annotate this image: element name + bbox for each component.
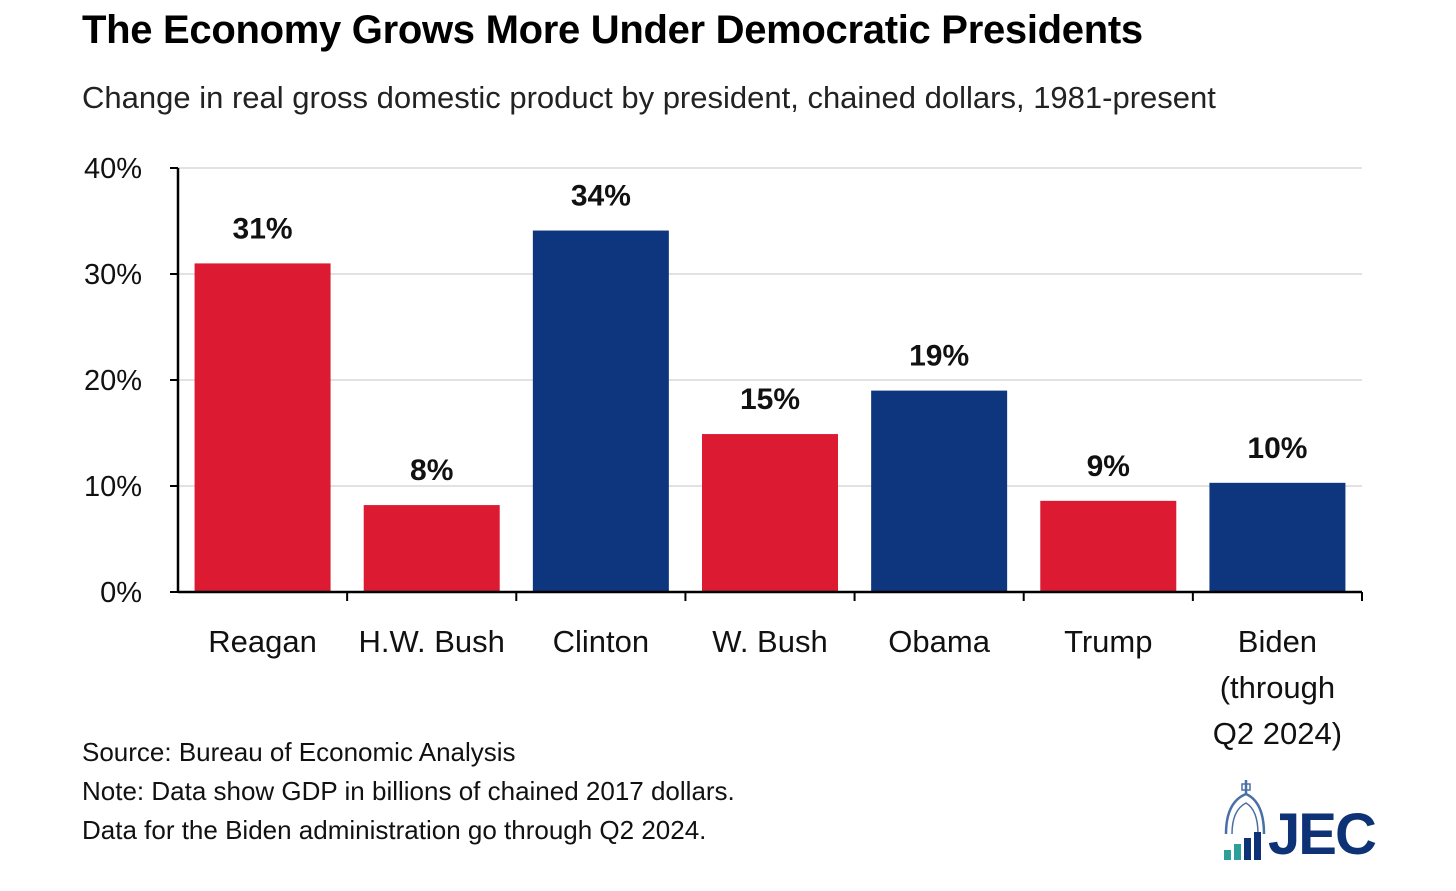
x-tick-label: Clinton bbox=[553, 624, 650, 659]
x-tick-label: Obama bbox=[888, 624, 990, 659]
data-label: 10% bbox=[1247, 432, 1307, 465]
x-tick-label: (through bbox=[1220, 670, 1335, 705]
chart-notes: Source: Bureau of Economic Analysis Note… bbox=[82, 733, 735, 850]
x-tick-label: Reagan bbox=[208, 624, 317, 659]
bar bbox=[871, 390, 1008, 592]
bar bbox=[702, 434, 838, 592]
y-tick-label: 40% bbox=[84, 153, 142, 185]
bar bbox=[1040, 500, 1177, 592]
data-note: Note: Data show GDP in billions of chain… bbox=[82, 776, 735, 806]
data-label: 34% bbox=[571, 180, 631, 213]
source-note: Source: Bureau of Economic Analysis bbox=[82, 737, 516, 767]
x-tick-label: Trump bbox=[1064, 624, 1152, 659]
y-tick-label: 20% bbox=[84, 365, 142, 397]
data-label: 9% bbox=[1087, 450, 1130, 483]
biden-data-note: Data for the Biden administration go thr… bbox=[82, 815, 707, 845]
x-tick-label: Q2 2024) bbox=[1213, 716, 1342, 751]
bar bbox=[194, 263, 331, 592]
bar bbox=[363, 505, 500, 592]
x-tick-label: H.W. Bush bbox=[358, 624, 504, 659]
data-label: 15% bbox=[740, 383, 800, 416]
jec-logo: JEC bbox=[1220, 776, 1385, 868]
data-label: 19% bbox=[909, 340, 969, 373]
data-label: 8% bbox=[410, 454, 453, 487]
y-tick-label: 30% bbox=[84, 259, 142, 291]
data-label: 31% bbox=[233, 212, 293, 245]
jec-logo-text: JEC bbox=[1268, 802, 1377, 867]
chart-subtitle: Change in real gross domestic product by… bbox=[82, 80, 1216, 115]
bar bbox=[1209, 482, 1346, 592]
capitol-dome-bar-icon bbox=[1224, 780, 1266, 860]
x-tick-label: W. Bush bbox=[712, 624, 827, 659]
y-tick-label: 0% bbox=[100, 577, 142, 609]
bar bbox=[532, 230, 669, 593]
y-tick-label: 10% bbox=[84, 471, 142, 503]
x-tick-label: Biden bbox=[1238, 624, 1317, 659]
chart-title: The Economy Grows More Under Democratic … bbox=[82, 8, 1143, 52]
